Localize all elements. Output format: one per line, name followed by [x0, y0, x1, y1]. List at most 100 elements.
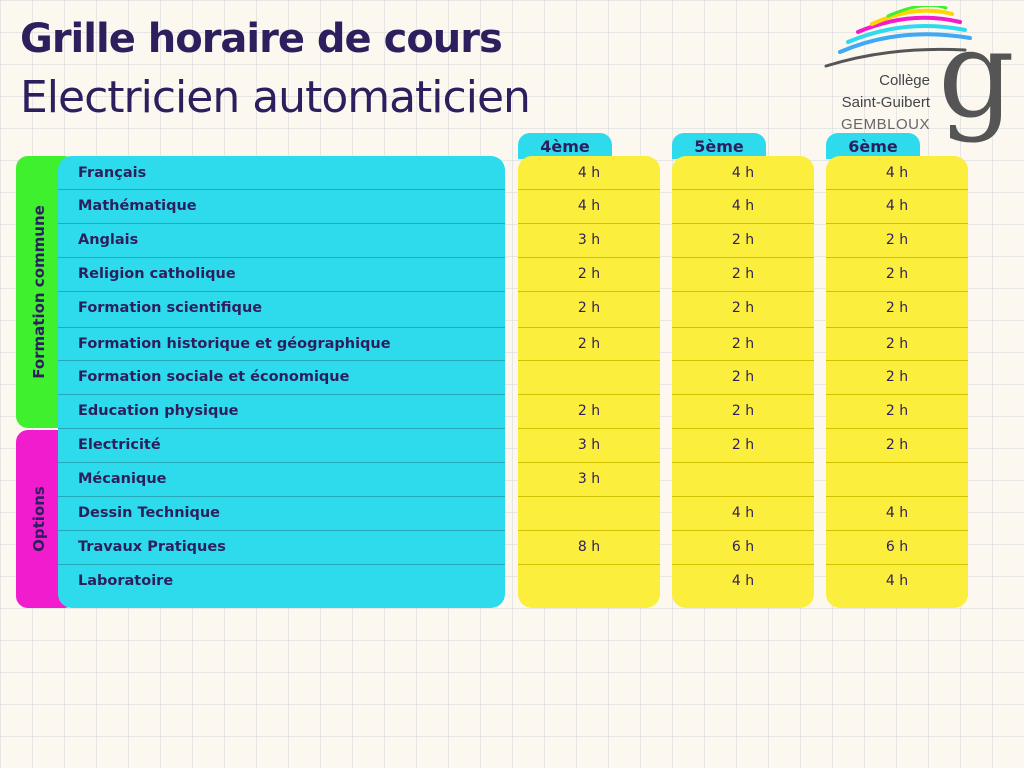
hours-cell: 2 h: [885, 300, 909, 316]
subject-row: Mathématique: [78, 198, 197, 214]
subjects-panel: Français Mathématique Anglais Religion cath…: [58, 156, 505, 608]
hours-cell: 2 h: [731, 437, 755, 453]
page-title: Grille horaire de cours: [20, 16, 503, 62]
logo-line-1: Collège: [879, 72, 930, 89]
hours-cell: 3 h: [577, 437, 601, 453]
hours-cell: 2 h: [885, 369, 909, 385]
hours-cell: 4 h: [731, 573, 755, 589]
group-label-options: Options: [30, 486, 48, 552]
hours-cell: [826, 462, 968, 496]
row-divider: [518, 257, 660, 258]
hours-cell: 4 h: [577, 165, 601, 181]
row-divider: [672, 223, 814, 224]
hours-cell: [518, 360, 660, 394]
year-column-4: 4 h 4 h 3 h 2 h 2 h 2 h 2 h 3 h 3 h 8 h: [518, 156, 660, 608]
row-divider: [672, 462, 814, 463]
hours-cell: 2 h: [731, 232, 755, 248]
hours-cell: 4 h: [885, 505, 909, 521]
row-divider: [826, 223, 968, 224]
row-divider: [518, 189, 660, 190]
hours-cell: 2 h: [731, 336, 755, 352]
year-header-6: 6ème: [826, 133, 920, 159]
row-divider: [672, 564, 814, 565]
logo-line-2: Saint-Guibert: [841, 94, 930, 111]
hours-cell: 4 h: [885, 165, 909, 181]
hours-cell: 2 h: [577, 336, 601, 352]
row-divider: [826, 257, 968, 258]
row-divider: [58, 564, 505, 565]
row-divider: [518, 327, 660, 328]
hours-cell: 4 h: [731, 505, 755, 521]
hours-cell: 4 h: [885, 573, 909, 589]
hours-cell: 4 h: [577, 198, 601, 214]
subject-row: Electricité: [78, 437, 161, 453]
subject-row: Dessin Technique: [78, 505, 221, 521]
hours-cell: 2 h: [577, 300, 601, 316]
row-divider: [672, 530, 814, 531]
hours-cell: [518, 496, 660, 530]
hours-cell: 2 h: [731, 369, 755, 385]
hours-cell: 2 h: [885, 266, 909, 282]
row-divider: [826, 360, 968, 361]
row-divider: [826, 530, 968, 531]
row-divider: [826, 564, 968, 565]
row-divider: [826, 291, 968, 292]
row-divider: [826, 428, 968, 429]
page-subtitle: Electricien automaticien: [20, 72, 531, 123]
hours-cell: 2 h: [577, 403, 601, 419]
row-divider: [58, 394, 505, 395]
row-divider: [518, 564, 660, 565]
row-divider: [58, 291, 505, 292]
row-divider: [672, 291, 814, 292]
row-divider: [518, 530, 660, 531]
hours-cell: [518, 564, 660, 598]
row-divider: [518, 360, 660, 361]
hours-cell: 2 h: [885, 232, 909, 248]
subject-row: Travaux Pratiques: [78, 539, 226, 555]
year-header-4: 4ème: [518, 133, 612, 159]
row-divider: [826, 189, 968, 190]
college-logo: g Collège Saint-Guibert GEMBLOUX: [820, 6, 1020, 156]
subject-row: Religion catholique: [78, 266, 236, 282]
hours-cell: 6 h: [885, 539, 909, 555]
subject-row: Formation historique et géographique: [78, 336, 391, 352]
hours-cell: 3 h: [577, 232, 601, 248]
subject-row: Français: [78, 165, 147, 181]
hours-cell: 2 h: [885, 336, 909, 352]
hours-cell: 2 h: [885, 403, 909, 419]
row-divider: [518, 394, 660, 395]
row-divider: [518, 496, 660, 497]
subject-row: Mécanique: [78, 471, 167, 487]
subject-row: Formation sociale et économique: [78, 369, 350, 385]
row-divider: [518, 428, 660, 429]
hours-cell: 4 h: [731, 198, 755, 214]
subject-row: Education physique: [78, 403, 239, 419]
hours-cell: 4 h: [885, 198, 909, 214]
row-divider: [672, 360, 814, 361]
hours-cell: [672, 462, 814, 496]
row-divider: [58, 530, 505, 531]
row-divider: [672, 327, 814, 328]
hours-cell: 6 h: [731, 539, 755, 555]
row-divider: [58, 496, 505, 497]
row-divider: [58, 223, 505, 224]
row-divider: [826, 462, 968, 463]
row-divider: [518, 223, 660, 224]
year-column-6: 4 h 4 h 2 h 2 h 2 h 2 h 2 h 2 h 2 h 4 h 6 h 4 h: [826, 156, 968, 608]
hours-cell: 2 h: [731, 266, 755, 282]
hours-cell: 8 h: [577, 539, 601, 555]
row-divider: [672, 189, 814, 190]
row-divider: [672, 394, 814, 395]
hours-cell: 2 h: [731, 300, 755, 316]
hours-cell: 2 h: [731, 403, 755, 419]
row-divider: [58, 189, 505, 190]
hours-cell: 3 h: [577, 471, 601, 487]
row-divider: [518, 462, 660, 463]
row-divider: [58, 360, 505, 361]
row-divider: [672, 428, 814, 429]
subject-row: Laboratoire: [78, 573, 174, 589]
hours-cell: 4 h: [731, 165, 755, 181]
subject-row: Anglais: [78, 232, 139, 248]
year-column-5: 4 h 4 h 2 h 2 h 2 h 2 h 2 h 2 h 2 h 4 h 6 h 4 h: [672, 156, 814, 608]
row-divider: [58, 462, 505, 463]
